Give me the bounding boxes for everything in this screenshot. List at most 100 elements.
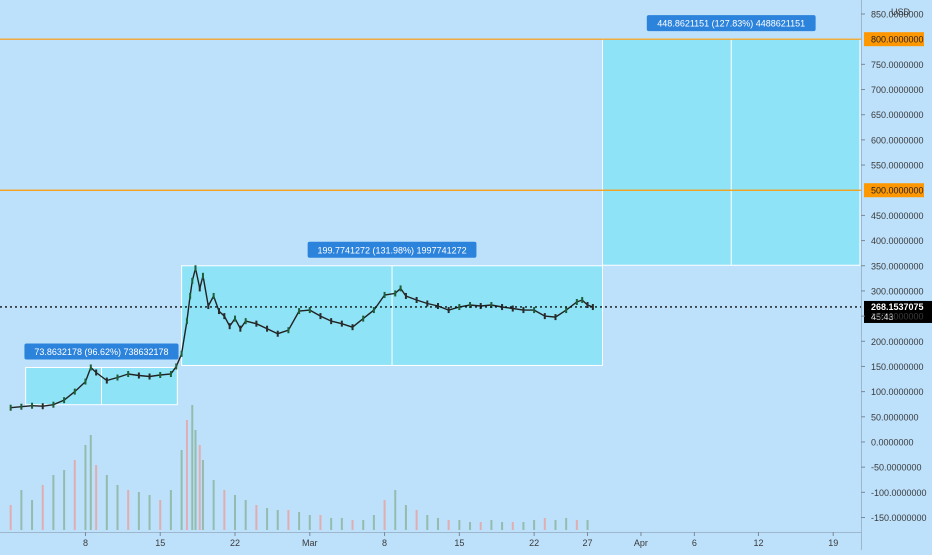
price-series-layer [9, 265, 594, 411]
volume-bar [469, 522, 472, 530]
price-range-label: 73.8632178 (96.62%) 738632178 [34, 347, 168, 357]
volume-bar [479, 522, 482, 530]
price-candle [575, 299, 578, 306]
price-candle [201, 272, 204, 279]
volume-bar [287, 510, 290, 530]
price-candle [581, 296, 584, 303]
volume-bar [201, 460, 204, 530]
price-candle [239, 325, 242, 332]
price-tick-label: 200.0000000 [871, 337, 924, 347]
price-candle [189, 292, 192, 299]
price-candle [148, 373, 151, 380]
volume-bar [244, 500, 247, 530]
time-tick-label: 6 [692, 538, 697, 548]
volume-bar [255, 505, 258, 530]
price-candle [217, 308, 220, 315]
price-candle [105, 377, 108, 384]
volume-bar [52, 475, 55, 530]
price-axis[interactable]: 850.0000000 750.0000000 700.0000000 650.000… [861, 0, 927, 550]
volume-bar [404, 505, 407, 530]
level-price-badge-label: 500.0000000 [871, 186, 924, 196]
price-tick-label: 700.0000000 [871, 85, 924, 95]
price-candle [228, 323, 231, 330]
volume-bar [20, 490, 23, 530]
price-candle [198, 285, 201, 292]
price-candle [116, 374, 119, 381]
price-tick-label: -50.0000000 [871, 463, 922, 473]
time-tick-label: Apr [634, 538, 648, 548]
volume-bar [159, 500, 162, 530]
price-candle [404, 292, 407, 299]
volume-bar [340, 518, 343, 530]
price-candle [41, 403, 44, 410]
time-tick-label: 15 [454, 538, 464, 548]
price-candle [501, 304, 504, 311]
price-candle [458, 304, 461, 311]
volume-bar [266, 508, 269, 530]
price-candle [565, 307, 568, 314]
volume-bar [415, 510, 418, 530]
volume-bar [351, 520, 354, 530]
level-price-badge [864, 183, 924, 198]
price-tick-label: 0.0000000 [871, 437, 914, 447]
price-candle [447, 307, 450, 314]
volume-bar [383, 500, 386, 530]
price-candle [212, 292, 215, 299]
volume-bar [63, 470, 66, 530]
range-label-layer: 73.8632178 (96.62%) 738632178 199.7741272… [24, 15, 816, 360]
volume-bar [298, 512, 301, 530]
price-tick-label: 550.0000000 [871, 161, 924, 171]
volume-bar [522, 522, 525, 530]
price-candle [399, 285, 402, 292]
volume-bar [575, 520, 578, 530]
price-tick-label: 450.0000000 [871, 211, 924, 221]
time-tick-label: 27 [583, 538, 593, 548]
price-range-label: 448.8621151 (127.83%) 4488621151 [657, 19, 805, 29]
volume-bar [73, 460, 76, 530]
price-candle [191, 277, 194, 284]
price-candle [490, 302, 493, 309]
price-range-label: 199.7741272 (131.98%) 1997741272 [317, 245, 466, 255]
time-tick-label: 22 [529, 538, 539, 548]
volume-bar [501, 522, 504, 530]
price-tick-label: 150.0000000 [871, 362, 924, 372]
price-candle [244, 318, 247, 325]
volume-bar [330, 518, 333, 530]
price-range-label-box [646, 15, 816, 32]
price-candle [175, 363, 178, 370]
volume-bar [95, 465, 98, 530]
price-candle [543, 313, 546, 320]
volume-bar [586, 520, 589, 530]
volume-bar [447, 520, 450, 530]
time-tick-label: 19 [828, 538, 838, 548]
current-price-value: 268.1537075 [871, 302, 924, 312]
price-candle [52, 401, 55, 408]
price-candle [276, 330, 279, 337]
price-candle [266, 325, 269, 332]
price-candle [169, 371, 172, 378]
price-tick-label: 350.0000000 [871, 261, 924, 271]
price-candle [479, 303, 482, 310]
price-tick-label: 400.0000000 [871, 236, 924, 246]
volume-bar [394, 490, 397, 530]
volume-bar [105, 475, 108, 530]
volume-bar [185, 420, 188, 530]
volume-bar [169, 490, 172, 530]
volume-bar [372, 515, 375, 530]
price-tick-label: 50.0000000 [871, 412, 919, 422]
time-axis[interactable]: 8 15 22 Mar 8 15 22 27 Apr 6 12 19 [0, 532, 861, 548]
price-candle [469, 302, 472, 309]
price-candle [554, 314, 557, 321]
volume-bar [31, 500, 34, 530]
volume-bar [362, 520, 365, 530]
price-candle [372, 307, 375, 314]
volume-bar [116, 485, 119, 530]
volume-bar [89, 435, 92, 530]
volume-bar [191, 405, 194, 530]
price-candle [436, 303, 439, 310]
time-tick-label: 22 [230, 538, 240, 548]
price-candle [383, 291, 386, 298]
